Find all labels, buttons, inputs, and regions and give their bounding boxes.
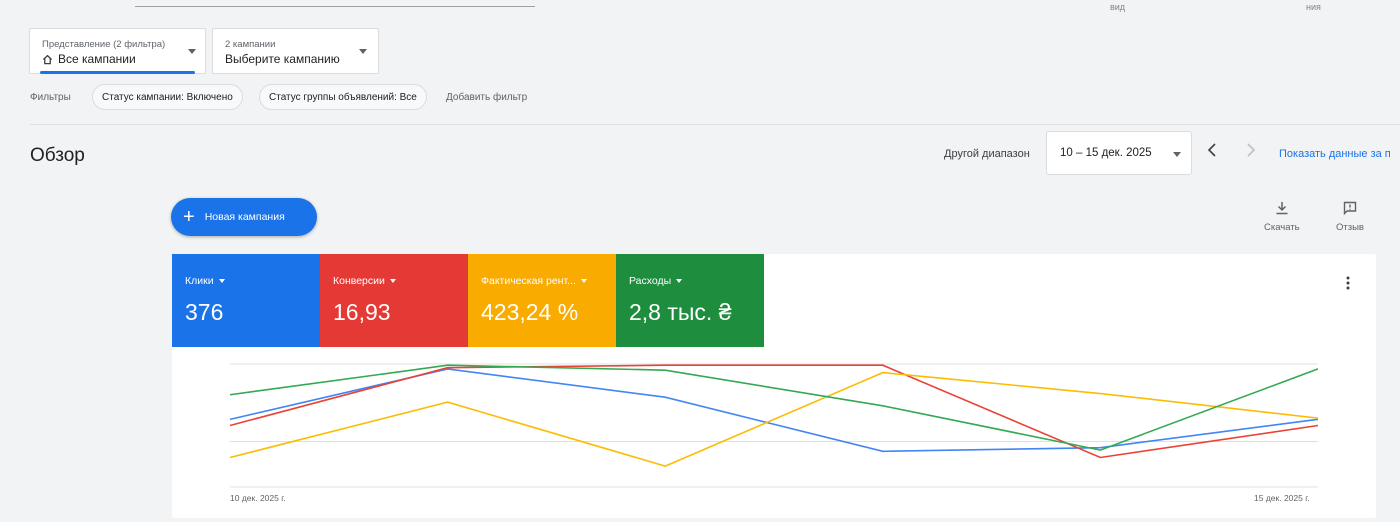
series-line-1 [229, 364, 1319, 459]
metric-value: 376 [185, 299, 224, 325]
filters-label: Фильтры [30, 92, 71, 103]
top-divider-line [135, 6, 535, 7]
caret-down-icon [218, 279, 225, 283]
metric-value: 16,93 [333, 299, 391, 325]
x-axis-tick-start: 10 дек. 2025 г. [230, 493, 286, 503]
new-campaign-button[interactable]: + Новая кампания [171, 198, 317, 236]
metric-tile-clicks[interactable]: Клики 376 [172, 254, 320, 347]
series-line-3 [229, 364, 1319, 451]
top-strip: вид ния [0, 0, 1400, 12]
chart-grid [230, 363, 1318, 488]
previous-period-button[interactable] [1206, 142, 1218, 162]
view-selector-value: Все кампании [58, 52, 136, 66]
view-selector[interactable]: Представление (2 фильтра) Все кампании [29, 28, 206, 74]
filter-chip-campaign-status[interactable]: Статус кампании: Включено [92, 84, 243, 110]
caret-down-icon [389, 279, 396, 283]
series-line-2 [229, 371, 1319, 467]
campaign-selector-label: 2 кампании [225, 39, 276, 50]
feedback-icon [1343, 201, 1357, 216]
caret-down-icon [676, 279, 683, 283]
section-divider [30, 124, 1400, 125]
date-range-selector[interactable]: 10 – 15 дек. 2025 [1046, 131, 1192, 175]
x-axis-tick-end: 15 дек. 2025 г. [1254, 493, 1310, 503]
date-range-label: Другой диапазон [944, 148, 1030, 160]
next-period-button[interactable] [1245, 142, 1257, 162]
chevron-right-icon [1247, 143, 1256, 157]
page-title: Обзор [30, 145, 85, 166]
metric-label-wrap: Расходы [629, 275, 683, 287]
header-cut-text-left: вид [1110, 2, 1126, 12]
download-label: Скачать [1264, 222, 1300, 233]
chart-series [229, 364, 1319, 467]
date-range-value: 10 – 15 дек. 2025 [1060, 147, 1152, 159]
metric-value: 423,24 % [481, 299, 579, 325]
show-data-link[interactable]: Показать данные за п [1279, 148, 1391, 160]
metric-label: Расходы [629, 275, 672, 287]
new-campaign-label: Новая кампания [204, 211, 285, 223]
metric-value: 2,8 тыс. ₴ [629, 299, 732, 325]
metric-label: Клики [185, 275, 214, 287]
chevron-down-icon [188, 49, 196, 54]
more-vert-icon [1346, 276, 1350, 290]
campaign-selector[interactable]: 2 кампании Выберите кампанию [212, 28, 379, 74]
feedback-label: Отзыв [1336, 222, 1364, 233]
metric-label: Конверсии [333, 275, 385, 287]
download-icon [1276, 202, 1288, 215]
metric-label-wrap: Фактическая рент... [481, 275, 587, 287]
metric-label-wrap: Конверсии [333, 275, 396, 287]
metric-tile-roas[interactable]: Фактическая рент... 423,24 % [468, 254, 616, 347]
download-button[interactable]: Скачать [1264, 200, 1300, 233]
metric-label: Фактическая рент... [481, 275, 576, 287]
view-selector-value-wrap: Все кампании [42, 52, 136, 66]
view-selector-label: Представление (2 фильтра) [42, 39, 166, 50]
more-options-button[interactable] [1346, 276, 1350, 295]
chevron-down-icon [359, 49, 367, 54]
metric-label-wrap: Клики [185, 275, 225, 287]
series-line-0 [229, 368, 1319, 453]
home-icon [42, 54, 53, 64]
chevron-down-icon [1173, 152, 1181, 157]
view-selector-active-indicator [40, 71, 195, 74]
chevron-left-icon [1207, 143, 1216, 157]
feedback-button[interactable]: Отзыв [1336, 200, 1364, 233]
campaign-selector-value: Выберите кампанию [225, 52, 340, 66]
performance-card: Клики 376 Конверсии 16,93 Фактическая ре… [172, 254, 1376, 518]
metric-tile-cost[interactable]: Расходы 2,8 тыс. ₴ [616, 254, 764, 347]
plus-icon: + [183, 206, 195, 228]
metric-tile-conversions[interactable]: Конверсии 16,93 [320, 254, 468, 347]
header-cut-text-right: ния [1306, 2, 1321, 12]
performance-line-chart [229, 363, 1319, 488]
filter-chip-ad-group-status[interactable]: Статус группы объявлений: Все [259, 84, 427, 110]
caret-down-icon [580, 279, 587, 283]
add-filter-button[interactable]: Добавить фильтр [446, 92, 528, 103]
